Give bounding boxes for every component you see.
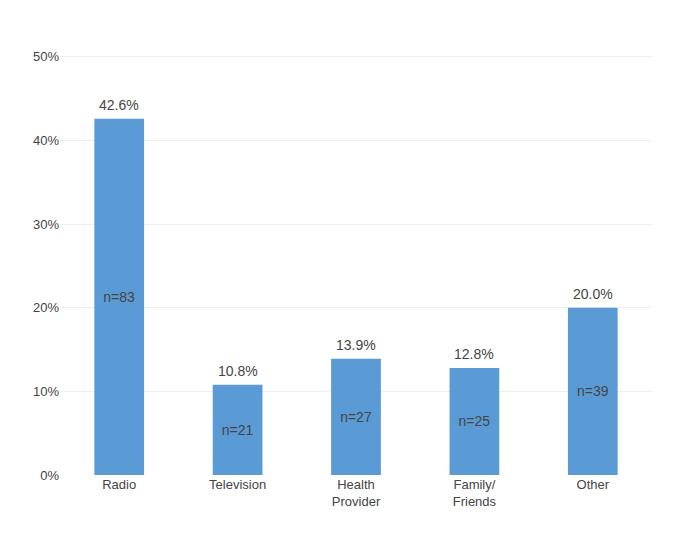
svg-text:n=39: n=39	[577, 383, 609, 399]
svg-text:Family/Friends: Family/Friends	[453, 477, 497, 509]
svg-text:12.8%: 12.8%	[454, 346, 494, 362]
svg-text:Other: Other	[577, 477, 610, 492]
svg-text:n=83: n=83	[103, 289, 135, 305]
svg-text:0%: 0%	[40, 468, 59, 483]
svg-text:Television: Television	[209, 477, 266, 492]
svg-text:42.6%: 42.6%	[99, 97, 139, 113]
svg-text:HealthProvider: HealthProvider	[332, 477, 381, 509]
svg-text:50%: 50%	[33, 49, 59, 64]
svg-text:n=27: n=27	[340, 409, 372, 425]
svg-text:10.8%: 10.8%	[218, 363, 258, 379]
svg-text:Radio: Radio	[102, 477, 136, 492]
svg-text:13.9%: 13.9%	[336, 337, 376, 353]
svg-text:20%: 20%	[33, 300, 59, 315]
svg-text:n=25: n=25	[459, 413, 491, 429]
svg-text:n=21: n=21	[222, 422, 254, 438]
svg-text:30%: 30%	[33, 217, 59, 232]
svg-text:20.0%: 20.0%	[573, 286, 613, 302]
svg-text:10%: 10%	[33, 384, 59, 399]
svg-text:40%: 40%	[33, 133, 59, 148]
